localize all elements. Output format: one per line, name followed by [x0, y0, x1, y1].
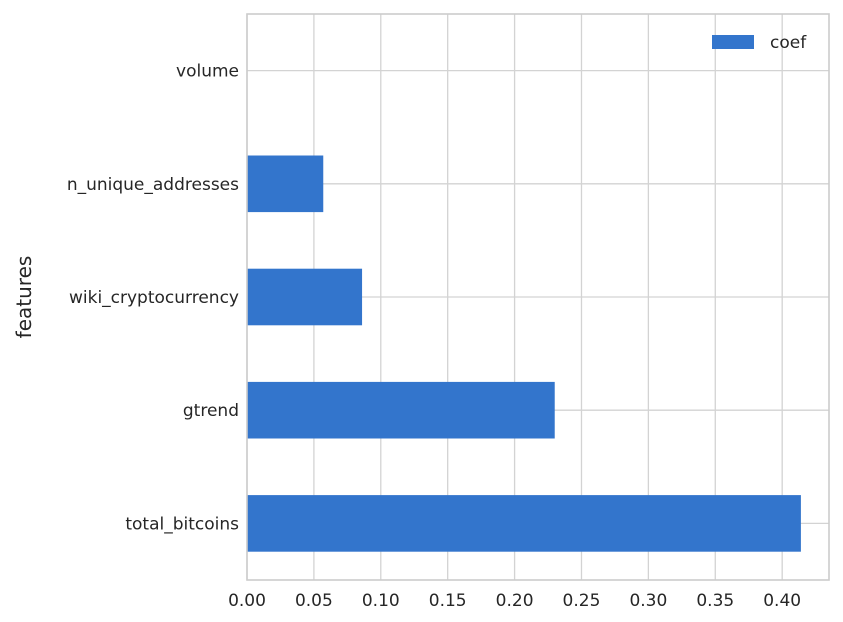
x-tick-label: 0.40: [763, 591, 801, 611]
y-tick-label: volume: [176, 62, 239, 82]
x-tick-label: 0.35: [696, 591, 734, 611]
y-tick-label: n_unique_addresses: [67, 175, 239, 195]
y-tick-labels: volume n_unique_addresses wiki_cryptocurre…: [67, 62, 239, 535]
x-tick-label: 0.00: [228, 591, 266, 611]
y-tick-label: total_bitcoins: [125, 514, 239, 534]
legend-label: coef: [770, 33, 807, 53]
x-tick-label: 0.20: [496, 591, 534, 611]
x-tick-label: 0.25: [563, 591, 601, 611]
bar-total_bitcoins: [247, 495, 801, 552]
x-tick-labels: 0.00 0.05 0.10 0.15 0.20 0.25 0.30 0.35 0.40: [228, 591, 801, 611]
x-tick-label: 0.10: [362, 591, 400, 611]
bar-n_unique_addresses: [247, 155, 324, 213]
legend: coef: [712, 33, 807, 53]
y-tick-label: gtrend: [183, 401, 239, 421]
bars: [247, 155, 801, 552]
legend-swatch: [712, 35, 754, 49]
bar-wiki_cryptocurrency: [247, 268, 363, 326]
x-tick-label: 0.30: [629, 591, 667, 611]
x-tick-label: 0.15: [429, 591, 467, 611]
y-tick-label: wiki_cryptocurrency: [69, 288, 239, 308]
bar-gtrend: [247, 381, 555, 439]
plot-frame: [246, 13, 830, 581]
x-tick-label: 0.05: [295, 591, 333, 611]
y-axis-label: features: [12, 256, 36, 339]
